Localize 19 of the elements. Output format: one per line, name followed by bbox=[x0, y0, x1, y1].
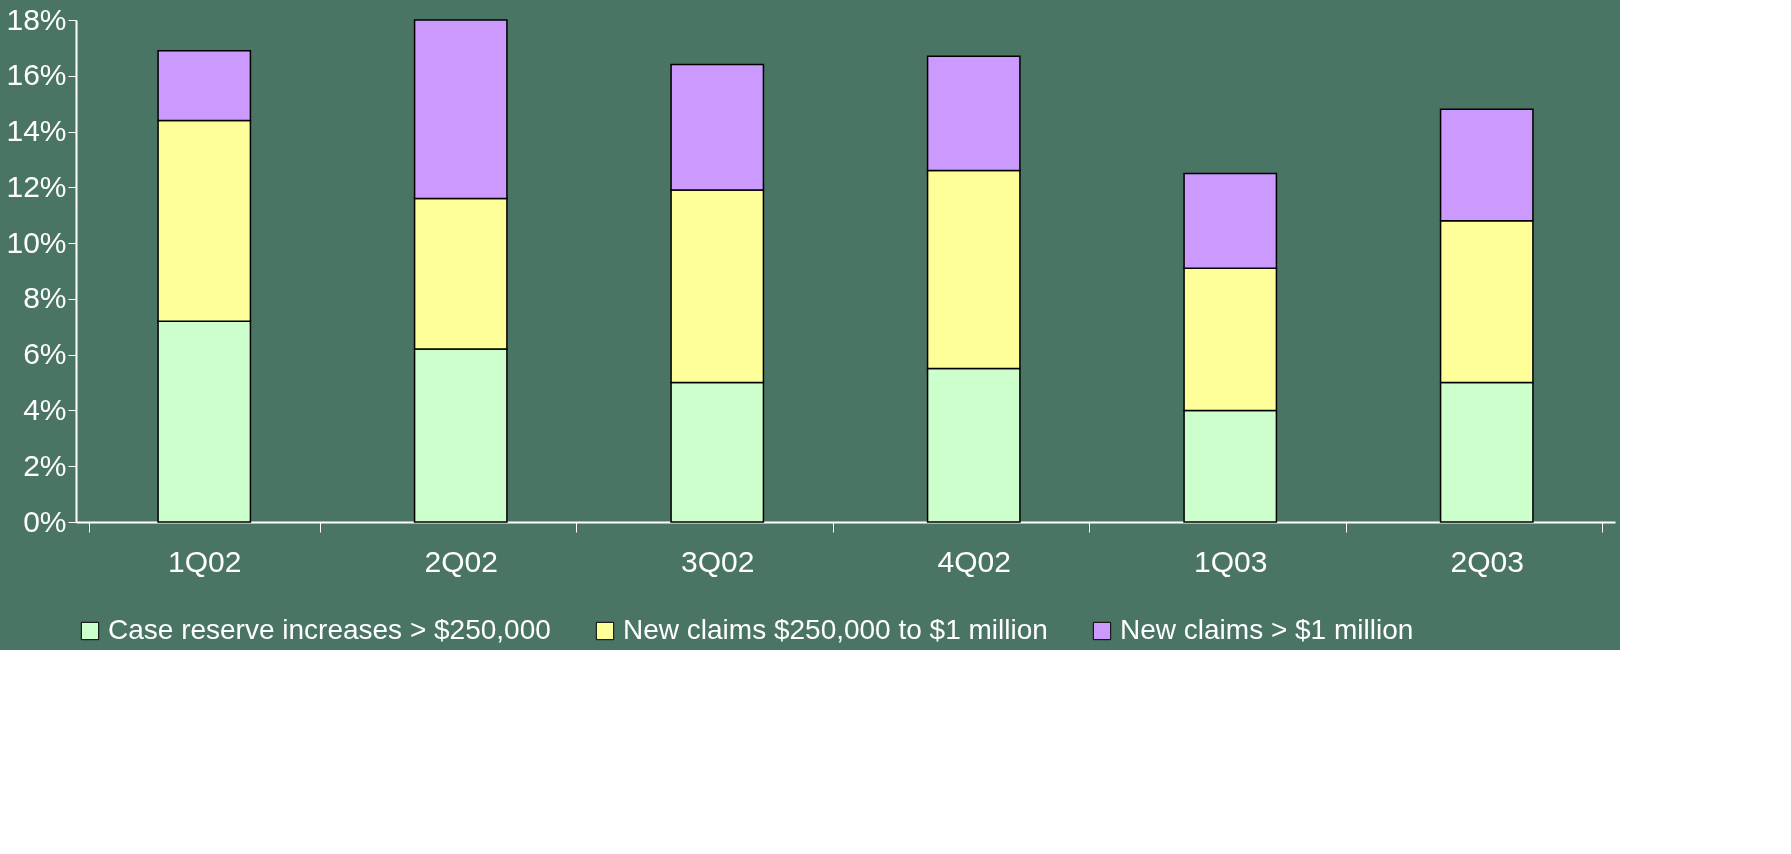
y-tick-label: 10% bbox=[6, 225, 67, 259]
legend-label: New claims > $1 million bbox=[1120, 614, 1414, 645]
y-tick-label: 4% bbox=[23, 392, 67, 426]
x-tick-label: 2Q03 bbox=[1450, 544, 1524, 578]
y-tick-label: 0% bbox=[23, 504, 67, 538]
legend-label: New claims $250,000 to $1 million bbox=[623, 614, 1048, 645]
x-tick-label: 4Q02 bbox=[937, 544, 1011, 578]
y-tick-label: 2% bbox=[23, 448, 67, 482]
y-tick-label: 8% bbox=[23, 281, 67, 315]
x-tick-label: 1Q03 bbox=[1194, 544, 1268, 578]
y-tick-label: 18% bbox=[6, 2, 67, 36]
y-tick-label: 6% bbox=[23, 337, 67, 371]
y-tick-label: 16% bbox=[6, 58, 67, 92]
x-tick-label: 1Q02 bbox=[168, 544, 242, 578]
y-tick-label: 12% bbox=[6, 169, 67, 203]
x-tick-label: 2Q02 bbox=[424, 544, 498, 578]
legend-label: Case reserve increases > $250,000 bbox=[108, 614, 551, 645]
y-tick-label: 14% bbox=[6, 114, 67, 148]
x-tick-label: 3Q02 bbox=[681, 544, 755, 578]
